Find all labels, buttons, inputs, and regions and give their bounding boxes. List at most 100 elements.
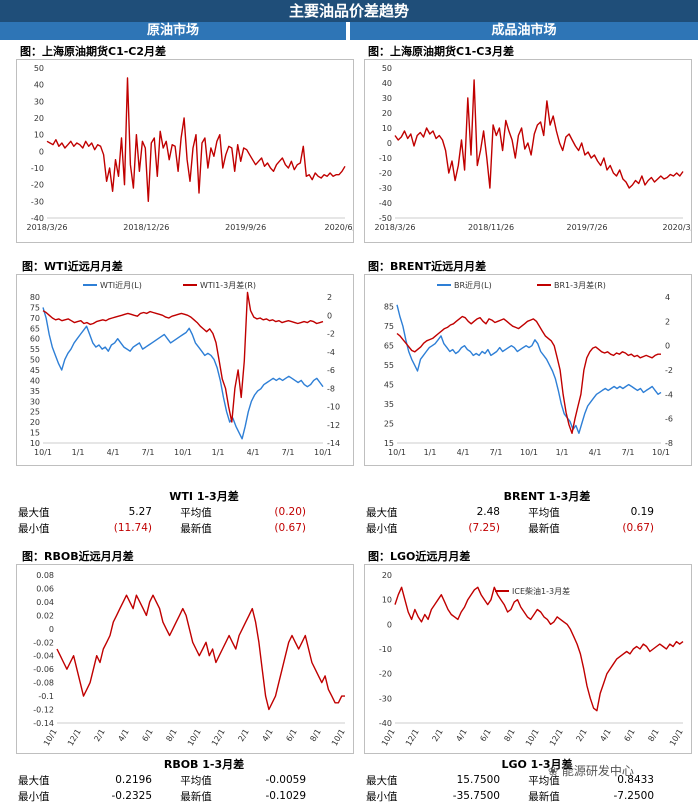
x-tick-label: 6/1 <box>285 728 299 744</box>
chart-wti: 80757065605550454035302520151020-2-4-6-8… <box>30 280 340 457</box>
y2-tick-label: -14 <box>327 439 340 448</box>
x-tick-label: 10/1 <box>520 448 538 457</box>
y-tick-label: -50 <box>379 214 392 223</box>
y-tick-label: -0.04 <box>33 652 54 661</box>
y-tick-label: 45 <box>384 381 394 390</box>
x-tick-label: 10/1 <box>388 448 406 457</box>
y-tick-label: -30 <box>379 694 392 703</box>
y-tick-label: -20 <box>31 181 44 190</box>
stats-wti-last: (0.67) <box>274 522 306 534</box>
stats-rbob-last-label: 最新值 <box>180 790 212 803</box>
x-tick-label: 2019/9/26 <box>225 223 266 232</box>
x-tick-label: 4/1 <box>455 728 469 744</box>
x-tick-label: 7/1 <box>622 448 635 457</box>
y-tick-label: 10 <box>34 131 44 140</box>
x-tick-label: 12/1 <box>548 728 565 748</box>
stats-wti-avg: (0.20) <box>274 506 306 518</box>
chart-title-sc-c1c2: 图：上海原油期货C1-C2月差 <box>20 45 167 58</box>
y-tick-label: 80 <box>30 293 40 302</box>
y-tick-label: 30 <box>34 97 44 106</box>
legend-label-0: BR近月(L) <box>454 280 492 290</box>
chart-frame-lgo: 20 10 0 -10 -20 -30 -40 10/1 12/1 2/1 4/1 6/1 8/1 10/… <box>364 564 692 754</box>
y-tick-label: 20 <box>30 418 40 427</box>
y-tick-label: -0.06 <box>33 665 54 674</box>
y2-tick-label: -6 <box>327 366 335 375</box>
x-tick-label: 12/1 <box>210 728 227 748</box>
y-tick-label: 35 <box>30 387 40 396</box>
y-tick-label: 0 <box>387 139 392 148</box>
chart-frame-sc-c1c2: 50 40 30 20 10 0 -10 -20 -30 -40 2018/3/26 2018/12/… <box>16 59 366 243</box>
x-tick-label: 1/1 <box>212 448 225 457</box>
y-tick-label: 55 <box>30 345 40 354</box>
chart-title-lgo: 图：LGO近远月月差 <box>368 550 471 563</box>
watermark: ❀ 能源研发中心 <box>548 762 634 779</box>
stats-wti-min: (11.74) <box>113 522 152 534</box>
y-tick-label: -0.1 <box>38 692 54 701</box>
stats-brent-max-label: 最大值 <box>366 506 398 519</box>
y2-tick-label: -4 <box>665 390 673 399</box>
chart-title-sc-c1c3: 图：上海原油期货C1-C3月差 <box>368 45 515 58</box>
stats-lgo: LGO 1-3月差 最大值 15.7500 平均值 0.8433 最小值 -35.750… <box>364 756 690 804</box>
x-tick-label: 10/1 <box>524 728 541 748</box>
y-tick-label: 20 <box>382 571 392 580</box>
y-tick-label: -0.14 <box>33 719 54 728</box>
y-tick-label: -20 <box>379 670 392 679</box>
stats-lgo-avg: 0.8433 <box>617 774 654 786</box>
stats-rbob-last: -0.1029 <box>265 790 306 802</box>
stats-lgo-min-label: 最小值 <box>366 790 398 803</box>
x-tick-label: 8/1 <box>165 728 179 744</box>
x-tick-label: 10/1 <box>186 728 203 748</box>
y-tick-label: 40 <box>34 81 44 90</box>
y-tick-label: 20 <box>382 109 392 118</box>
stats-brent-avg: 0.19 <box>630 506 654 518</box>
stats-rbob-max-label: 最大值 <box>18 774 50 787</box>
x-tick-label: 4/1 <box>107 448 120 457</box>
x-tick-label: 7/1 <box>142 448 155 457</box>
y2-tick-label: -4 <box>327 348 335 357</box>
stats-lgo-max-label: 最大值 <box>366 774 398 787</box>
y-tick-label: 25 <box>30 408 40 417</box>
y-tick-label: 25 <box>384 420 394 429</box>
y2-tick-label: -8 <box>327 384 335 393</box>
y-tick-label: -0.02 <box>33 638 54 647</box>
x-tick-label: 8/1 <box>503 728 517 744</box>
chart-frame-sc-c1c3: 50 40 30 20 10 0 -10 -20 -30 -40 -50 2018/3/26 2018/… <box>364 59 698 243</box>
y2-tick-label: -10 <box>327 403 340 412</box>
y2-tick-label: -12 <box>327 421 340 430</box>
chart-rbob: 0.08 0.06 0.04 0.02 0 -0.02 -0.04 -0.06 -0.08 -0.… <box>33 571 346 748</box>
wechat-icon: ❀ <box>548 764 559 778</box>
x-tick-label: 12/1 <box>404 728 421 748</box>
y-tick-label: 15 <box>30 429 40 438</box>
y-tick-label: 50 <box>30 356 40 365</box>
x-tick-label: 2018/3/26 <box>374 223 415 232</box>
stats-wti-last-label: 最新值 <box>180 522 212 535</box>
x-tick-label: 2/1 <box>575 728 589 744</box>
legend-label-1: BR1-3月差(R) <box>554 280 606 290</box>
y-tick-label: 0.02 <box>36 611 54 620</box>
x-tick-label: 4/1 <box>117 728 131 744</box>
x-tick-label: 12/1 <box>66 728 83 748</box>
y-tick-label: 0 <box>387 620 392 629</box>
stats-wti-title: WTI 1-3月差 <box>169 490 239 503</box>
x-tick-label: 1/1 <box>424 448 437 457</box>
chart-frame-brent: 85 75 65 55 45 35 25 15 4 2 0 -2 -4 -6 -8 10/1 1/1 4/1 7/1… <box>364 274 692 466</box>
y-tick-label: 75 <box>384 322 394 331</box>
stats-brent-min-label: 最小值 <box>366 522 398 535</box>
chart-frame-rbob: 0.08 0.06 0.04 0.02 0 -0.02 -0.04 -0.06 -0.08 -0.… <box>16 564 354 754</box>
y2-tick-label: 2 <box>327 293 332 302</box>
y-tick-label: 15 <box>384 439 394 448</box>
y-tick-label: 0.06 <box>36 584 54 593</box>
stats-rbob-title: RBOB 1-3月差 <box>163 758 245 771</box>
x-tick-label: 2020/6/26 <box>324 223 353 232</box>
y-tick-label: 55 <box>384 361 394 370</box>
stats-rbob-min: -0.2325 <box>111 790 152 802</box>
y-tick-label: -0.12 <box>33 706 54 715</box>
x-tick-label: 8/1 <box>309 728 323 744</box>
stats-rbob-avg: -0.0059 <box>265 774 306 786</box>
y2-tick-label: -2 <box>327 330 335 339</box>
y-tick-label: 60 <box>30 335 40 344</box>
x-tick-label: 2019/7/26 <box>566 223 607 232</box>
